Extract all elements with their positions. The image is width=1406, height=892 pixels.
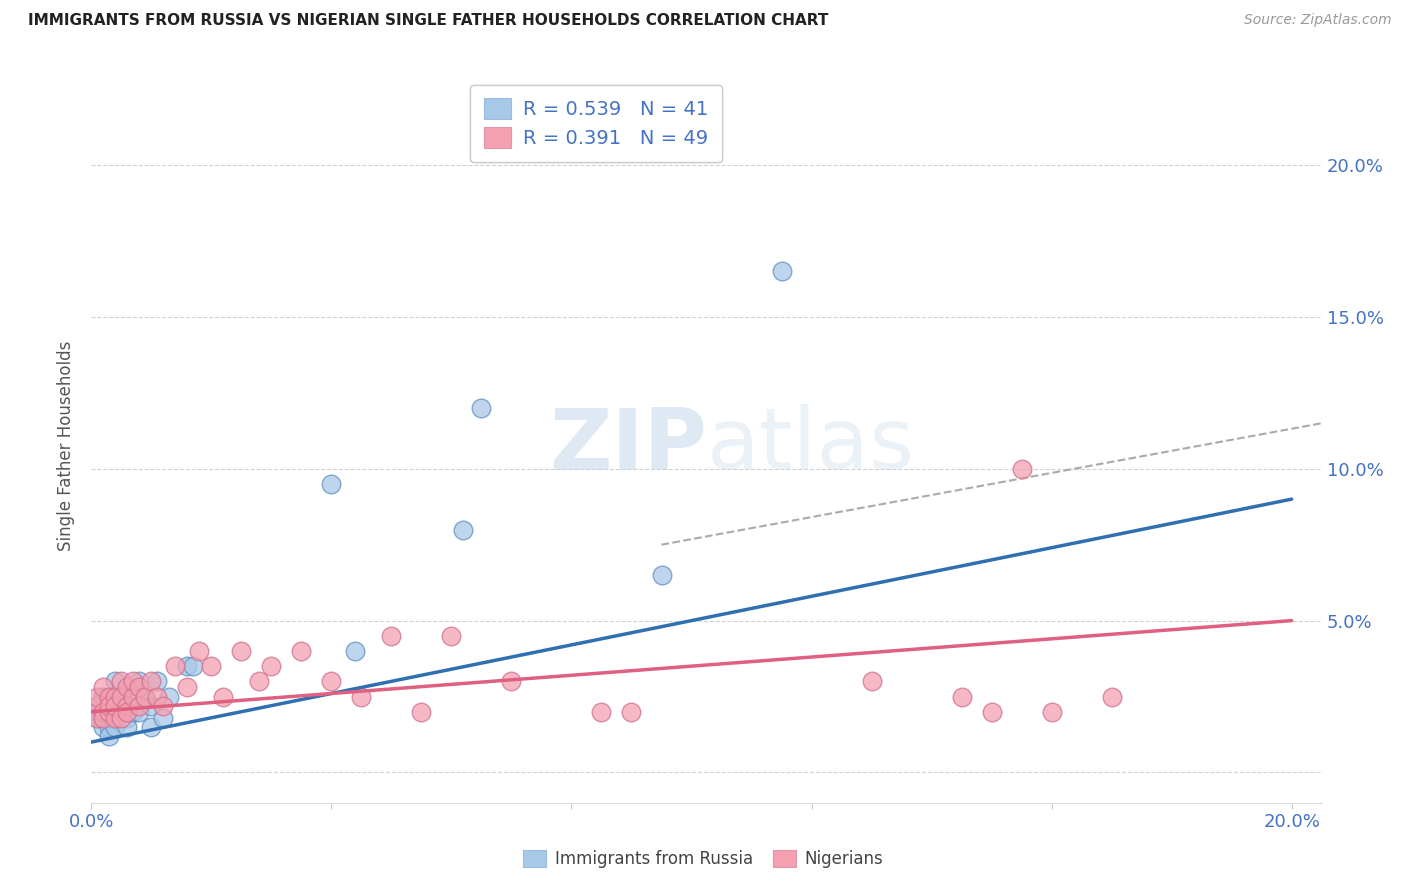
- Point: [591, 705, 613, 719]
- Point: [440, 629, 463, 643]
- Point: [380, 629, 402, 643]
- Point: [117, 698, 139, 713]
- Point: [86, 705, 108, 719]
- Point: [152, 711, 174, 725]
- Point: [157, 690, 180, 704]
- Point: [98, 698, 121, 713]
- Text: ZIP: ZIP: [548, 404, 706, 488]
- Point: [1040, 705, 1063, 719]
- Point: [200, 659, 222, 673]
- Legend: R = 0.539   N = 41, R = 0.391   N = 49: R = 0.539 N = 41, R = 0.391 N = 49: [470, 85, 721, 162]
- Point: [980, 705, 1002, 719]
- Text: Source: ZipAtlas.com: Source: ZipAtlas.com: [1244, 13, 1392, 28]
- Point: [650, 568, 672, 582]
- Point: [770, 264, 793, 278]
- Point: [321, 674, 343, 689]
- Point: [93, 711, 115, 725]
- Point: [110, 698, 132, 713]
- Point: [104, 711, 127, 725]
- Point: [950, 690, 973, 704]
- Point: [134, 690, 156, 704]
- Point: [183, 659, 205, 673]
- Point: [110, 705, 132, 719]
- Legend: Immigrants from Russia, Nigerians: Immigrants from Russia, Nigerians: [516, 843, 890, 875]
- Point: [212, 690, 235, 704]
- Point: [98, 690, 121, 704]
- Point: [249, 674, 271, 689]
- Point: [104, 698, 127, 713]
- Point: [176, 681, 198, 695]
- Point: [110, 711, 132, 725]
- Point: [117, 711, 139, 725]
- Point: [98, 711, 121, 725]
- Point: [104, 720, 127, 734]
- Point: [128, 681, 150, 695]
- Point: [1011, 462, 1033, 476]
- Point: [321, 477, 343, 491]
- Point: [104, 711, 127, 725]
- Point: [146, 690, 169, 704]
- Point: [93, 705, 115, 719]
- Point: [152, 698, 174, 713]
- Point: [620, 705, 643, 719]
- Point: [93, 681, 115, 695]
- Point: [117, 698, 139, 713]
- Point: [128, 705, 150, 719]
- Point: [231, 644, 253, 658]
- Text: IMMIGRANTS FROM RUSSIA VS NIGERIAN SINGLE FATHER HOUSEHOLDS CORRELATION CHART: IMMIGRANTS FROM RUSSIA VS NIGERIAN SINGL…: [28, 13, 828, 29]
- Point: [122, 690, 145, 704]
- Point: [260, 659, 283, 673]
- Point: [860, 674, 883, 689]
- Point: [98, 720, 121, 734]
- Point: [93, 720, 115, 734]
- Point: [290, 644, 312, 658]
- Point: [501, 674, 523, 689]
- Point: [470, 401, 492, 415]
- Point: [98, 698, 121, 713]
- Point: [86, 698, 108, 713]
- Point: [122, 690, 145, 704]
- Point: [86, 711, 108, 725]
- Point: [146, 674, 169, 689]
- Point: [134, 690, 156, 704]
- Point: [122, 674, 145, 689]
- Point: [93, 690, 115, 704]
- Point: [141, 698, 163, 713]
- Point: [128, 698, 150, 713]
- Point: [117, 705, 139, 719]
- Point: [188, 644, 211, 658]
- Y-axis label: Single Father Households: Single Father Households: [58, 341, 76, 551]
- Point: [344, 644, 367, 658]
- Point: [128, 674, 150, 689]
- Point: [104, 674, 127, 689]
- Point: [176, 659, 198, 673]
- Point: [350, 690, 373, 704]
- Point: [86, 711, 108, 725]
- Point: [453, 523, 475, 537]
- Point: [98, 690, 121, 704]
- Point: [98, 705, 121, 719]
- Point: [98, 729, 121, 743]
- Point: [110, 690, 132, 704]
- Point: [141, 720, 163, 734]
- Point: [104, 705, 127, 719]
- Point: [104, 690, 127, 704]
- Text: atlas: atlas: [706, 404, 914, 488]
- Point: [411, 705, 433, 719]
- Point: [93, 705, 115, 719]
- Point: [110, 711, 132, 725]
- Point: [110, 674, 132, 689]
- Point: [165, 659, 187, 673]
- Point: [117, 720, 139, 734]
- Point: [122, 705, 145, 719]
- Point: [86, 690, 108, 704]
- Point: [93, 711, 115, 725]
- Point: [110, 690, 132, 704]
- Point: [141, 674, 163, 689]
- Point: [86, 698, 108, 713]
- Point: [117, 681, 139, 695]
- Point: [1101, 690, 1123, 704]
